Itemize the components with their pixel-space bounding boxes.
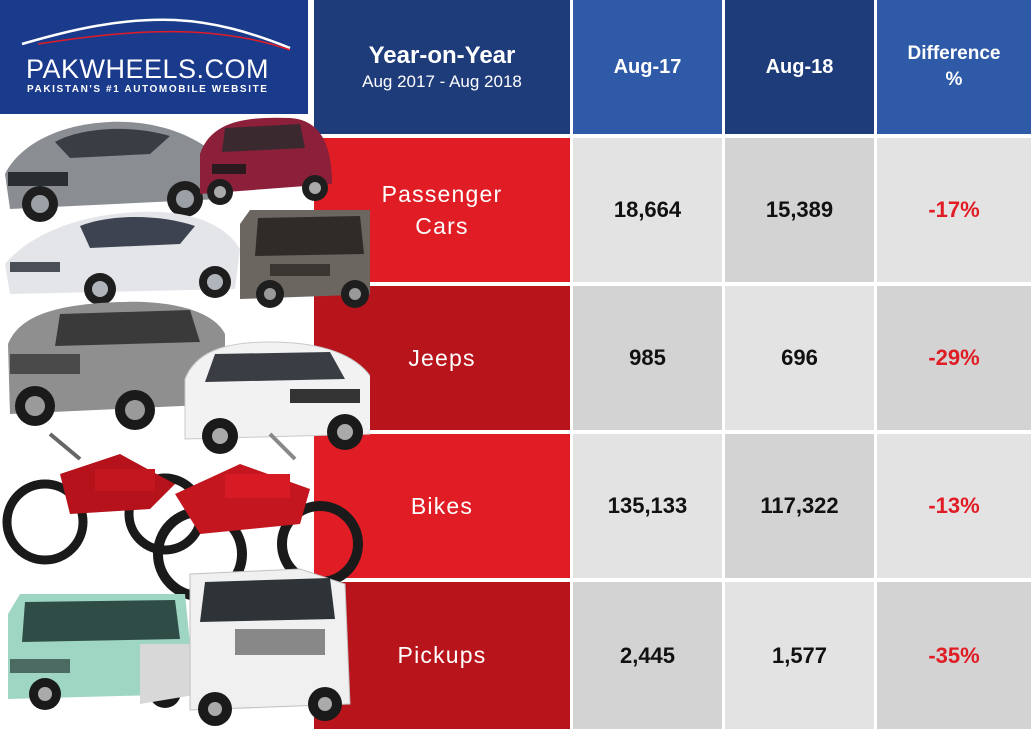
header-title-cell: Year-on-Year Aug 2017 - Aug 2018 [314,0,570,134]
table-cell: 135,133 [573,434,722,578]
column-header-difference: Difference % [877,0,1031,134]
table-cell: 696 [725,286,874,430]
column-header-aug17-label: Aug-17 [613,55,682,78]
table-cell: 2,445 [573,582,722,729]
logo-name: PAKWHEELS.COM [26,54,270,84]
column-header-aug17: Aug-17 [573,0,722,134]
table-cell: 15,389 [725,138,874,282]
category-label: Passenger [381,180,503,207]
suv-icon [8,301,225,430]
column-header-aug18: Aug-18 [725,0,874,134]
pakwheels-logo: PAKWHEELS.COM PAKISTAN'S #1 AUTOMOBILE W… [0,0,308,114]
difference-cell: -29% [877,286,1031,430]
row-category-pickups: Pickups [314,582,570,729]
category-label: Jeeps [408,344,476,371]
suv-icon [184,341,370,454]
category-label: Pickups [397,642,487,669]
difference-cell: -17% [877,138,1031,282]
category-label: Bikes [410,492,474,519]
hatchback-icon [200,117,332,205]
page-title: Year-on-Year [368,42,516,69]
table-cell: 1,577 [725,582,874,729]
page-subtitle: Aug 2017 - Aug 2018 [362,72,522,91]
vehicle-illustrations [2,117,370,726]
motorcycle-icon [2,432,206,565]
logo-tagline: PAKISTAN'S #1 AUTOMOBILE WEBSITE [27,84,269,95]
category-label-line2: Cars [415,213,469,239]
table-cell: 18,664 [573,138,722,282]
column-header-aug18-label: Aug-18 [765,55,834,78]
column-header-percent-label: % [945,69,963,90]
car-silhouette-icon [21,18,291,51]
column-header-difference-label: Difference [907,43,1001,65]
table-cell: 985 [573,286,722,430]
pickup-truck-icon [140,568,351,726]
hatchback-icon [240,210,370,308]
table-cell: 117,322 [725,434,874,578]
sedan-icon [5,121,220,222]
sedan-icon [5,211,240,305]
difference-cell: -35% [877,582,1031,729]
difference-cell: -13% [877,434,1031,578]
